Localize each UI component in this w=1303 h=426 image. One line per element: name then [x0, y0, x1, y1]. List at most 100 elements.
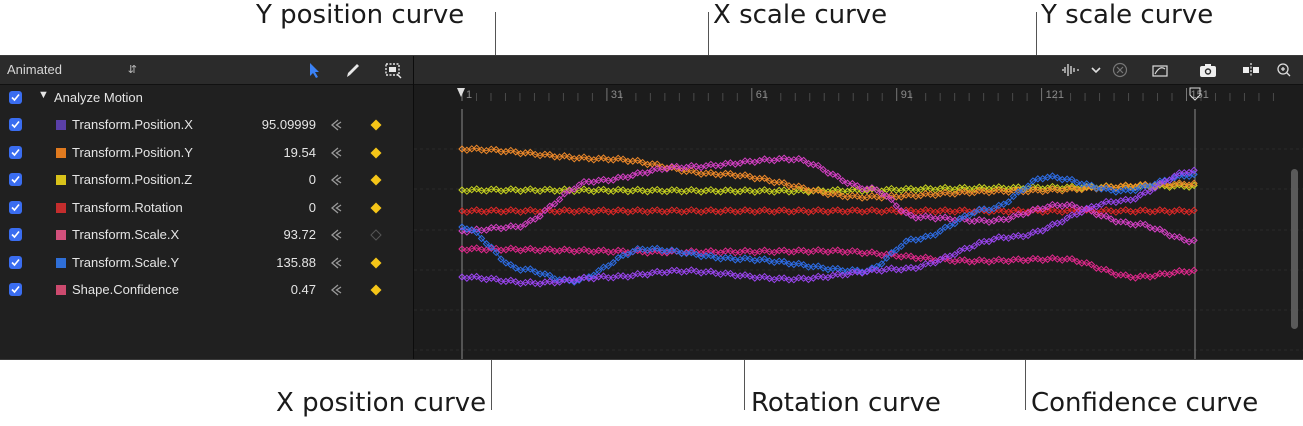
- keyframe-point: [472, 272, 481, 281]
- keyframe-point: [668, 162, 676, 171]
- pencil-icon[interactable]: [343, 60, 363, 80]
- keyframe-point: [726, 159, 735, 167]
- parameter-row[interactable]: Transform.Scale.X 93.72: [0, 222, 413, 249]
- keyframe-point: [980, 237, 988, 246]
- keyframe-point: [873, 193, 881, 201]
- curve-graph[interactable]: [414, 109, 1303, 359]
- parameter-row[interactable]: Shape.Confidence 0.47: [0, 277, 413, 304]
- color-swatch: [56, 175, 66, 185]
- disclosure-triangle-icon[interactable]: ▼: [38, 89, 49, 101]
- keyframe-icon[interactable]: [370, 257, 382, 269]
- parameter-row[interactable]: Transform.Position.Z 0: [0, 167, 413, 194]
- keyframe-point: [707, 206, 715, 214]
- parameter-row[interactable]: Transform.Position.Y 19.54: [0, 140, 413, 167]
- parameter-value[interactable]: 0: [308, 199, 316, 215]
- keyframe-point: [892, 252, 901, 260]
- keyframe-point: [619, 173, 627, 181]
- keyframe-point: [585, 178, 593, 186]
- keyframe-point: [834, 185, 842, 194]
- parameter-checkbox[interactable]: [9, 228, 22, 241]
- keyframe-point: [511, 264, 520, 272]
- keyframe-point: [1068, 184, 1076, 192]
- frame-select-icon[interactable]: [383, 60, 403, 80]
- rotation-curve: [458, 206, 1198, 216]
- keyframe-point: [541, 185, 549, 194]
- keyframe-point: [580, 177, 588, 186]
- parameter-checkbox[interactable]: [9, 145, 22, 159]
- keyframe-point: [624, 250, 632, 259]
- snapshot-camera-icon[interactable]: [1198, 61, 1218, 79]
- parameter-value[interactable]: 0: [308, 172, 316, 187]
- previous-keyframe-icon[interactable]: [329, 228, 343, 242]
- previous-keyframe-icon[interactable]: [329, 173, 343, 187]
- color-swatch: [56, 257, 66, 268]
- keyframe-point: [633, 206, 642, 214]
- audio-waveform-icon[interactable]: [1060, 61, 1080, 79]
- color-swatch: [56, 147, 66, 158]
- timeline-ruler[interactable]: 1 31 61 91 121 151: [414, 85, 1303, 109]
- curve-graph-canvas[interactable]: [414, 109, 1303, 359]
- parameter-value[interactable]: 95.09999: [261, 117, 316, 132]
- previous-keyframe-icon[interactable]: [329, 283, 343, 297]
- zoom-icon[interactable]: [1274, 61, 1294, 79]
- parameter-value[interactable]: 135.88: [276, 254, 316, 270]
- keyframe-point: [526, 206, 535, 214]
- keyframe-point: [907, 206, 915, 214]
- snap-icon[interactable]: [1241, 61, 1261, 79]
- keyframe-point: [560, 152, 569, 160]
- behavior-row[interactable]: ▼ Analyze Motion: [0, 85, 413, 112]
- parameter-row[interactable]: Transform.Position.X 95.09999: [0, 112, 413, 139]
- keyframe-point: [795, 182, 803, 190]
- vertical-scrollbar[interactable]: [1291, 169, 1298, 329]
- keyframe-point: [975, 216, 983, 224]
- previous-keyframe-icon[interactable]: [329, 146, 343, 160]
- parameter-row[interactable]: Transform.Rotation 0: [0, 195, 413, 222]
- chevron-down-icon[interactable]: [1086, 61, 1106, 79]
- select-arrow-icon[interactable]: [304, 60, 324, 80]
- keyframe-icon[interactable]: [370, 174, 382, 186]
- keyframe-point: [741, 186, 749, 194]
- parameter-checkbox[interactable]: [9, 283, 22, 296]
- keyframe-point: [551, 275, 559, 283]
- curve-display-menu[interactable]: Animated ⇵: [7, 61, 143, 79]
- previous-keyframe-icon[interactable]: [329, 118, 343, 132]
- keyframe-icon[interactable]: [370, 284, 382, 296]
- keyframe-point: [507, 222, 515, 230]
- keyframe-point: [1097, 200, 1105, 209]
- keyframe-point: [1121, 181, 1130, 189]
- keyframe-point: [951, 219, 959, 228]
- keyframe-icon[interactable]: [370, 119, 382, 131]
- parameter-value[interactable]: 19.54: [283, 144, 316, 160]
- parameter-checkbox[interactable]: [9, 200, 22, 214]
- parameter-checkbox[interactable]: [9, 118, 22, 131]
- keyframe-point: [629, 247, 637, 256]
- parameter-checkbox[interactable]: [9, 173, 22, 186]
- keyframe-icon[interactable]: [370, 202, 382, 214]
- parameter-row[interactable]: Transform.Scale.Y 135.88: [0, 250, 413, 277]
- keyframe-point: [1175, 169, 1184, 177]
- behavior-checkbox[interactable]: [9, 91, 22, 104]
- keyframe-point: [1121, 206, 1130, 214]
- keyframe-point: [726, 269, 735, 278]
- keyframe-point: [848, 191, 857, 200]
- keyframe-point: [663, 268, 671, 277]
- keyframe-point: [1180, 180, 1188, 189]
- keyframe-point: [585, 186, 593, 195]
- previous-keyframe-icon[interactable]: [329, 201, 343, 215]
- keyframe-icon[interactable]: [370, 147, 382, 159]
- keyframe-point: [687, 185, 696, 194]
- fit-curve-icon[interactable]: [1150, 61, 1170, 79]
- keyframe-point: [999, 200, 1008, 208]
- keyframe-point: [999, 207, 1008, 215]
- parameter-value[interactable]: 93.72: [283, 227, 316, 242]
- keyframe-icon[interactable]: [370, 229, 382, 241]
- keyframe-point: [1053, 186, 1062, 194]
- parameter-value[interactable]: 0.47: [290, 282, 316, 297]
- keyframe-point: [863, 267, 871, 276]
- clear-icon[interactable]: [1110, 61, 1130, 79]
- parameter-checkbox[interactable]: [9, 255, 22, 269]
- out-point-marker: [1189, 87, 1201, 101]
- previous-keyframe-icon[interactable]: [329, 256, 343, 270]
- keyframe-point: [1087, 181, 1096, 190]
- keyframe-point: [560, 245, 569, 253]
